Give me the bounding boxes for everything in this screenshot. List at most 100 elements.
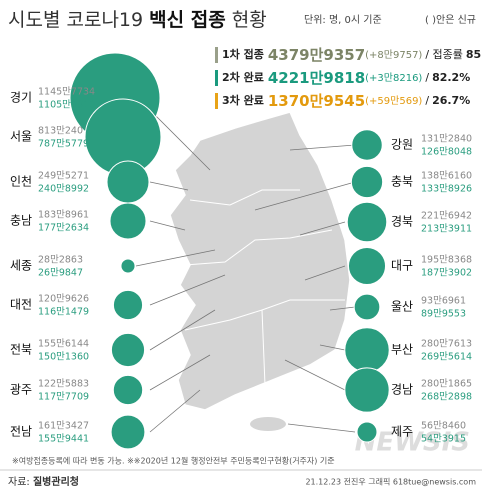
bubble [344, 327, 390, 373]
region-name: 인천 [10, 174, 32, 189]
summary-row: 2차 완료 4221만9818(+3만8216)/82.2% [222, 69, 470, 87]
region-name: 충북 [391, 175, 413, 189]
map [169, 111, 351, 431]
second-dose: 1105만5810 [38, 100, 95, 111]
second-dose: 177만2634 [38, 223, 89, 234]
footnote: ※여방접종등록에 따라 변동 가능. ※※2020년 12월 행정안전부 주민등… [12, 456, 335, 466]
bubble [344, 367, 390, 413]
leader [149, 109, 211, 171]
region-name: 제주 [391, 425, 413, 439]
region-name: 부산 [391, 343, 413, 357]
note: ( )안은 신규 [425, 14, 476, 26]
first-dose: 195만8368 [421, 255, 472, 266]
row-new: (+3만8216) [365, 72, 422, 84]
border [189, 189, 300, 206]
region-name: 경남 [391, 383, 413, 397]
bubble [109, 202, 147, 240]
leader [149, 220, 186, 231]
region-name: 대전 [10, 298, 32, 312]
region-name: 서울 [10, 130, 32, 144]
bubble [110, 414, 146, 450]
second-dose: 150만1360 [38, 352, 89, 363]
row-bar [215, 93, 218, 109]
first-dose: 161만3427 [38, 421, 89, 432]
row-label: 3차 완료 [222, 93, 264, 107]
row-bar [215, 47, 218, 63]
first-dose: 221만6942 [421, 211, 472, 222]
second-dose: 126만8048 [421, 147, 472, 158]
region-name: 전북 [10, 343, 32, 357]
row-new: (+8만9757) [365, 49, 422, 61]
bubble [120, 258, 136, 274]
first-dose: 280만7613 [421, 339, 472, 350]
region-name: 세종 [10, 259, 32, 273]
source-label: 자료: [8, 476, 30, 488]
title-bold: 백신 접종 [149, 9, 226, 31]
second-dose: 89만9553 [421, 309, 466, 320]
row-total: 1370만9545 [268, 92, 365, 110]
bubble [356, 421, 378, 443]
row-sep: / [425, 94, 429, 107]
source-name: 질병관리청 [33, 475, 79, 488]
first-dose: 131만2840 [421, 134, 472, 145]
second-dose: 26만9847 [38, 268, 83, 279]
bubble [353, 293, 381, 321]
first-dose: 155만6144 [38, 339, 89, 350]
row-rate: 26.7% [432, 94, 470, 107]
leader [299, 221, 346, 236]
row-rate: 85.3% [466, 48, 482, 61]
region-name: 대구 [391, 259, 413, 273]
first-dose: 56만8460 [421, 421, 466, 432]
second-dose: 240만8992 [38, 184, 89, 195]
leader-lines [135, 109, 356, 433]
summary-row: 3차 완료 1370만9545(+59만569)/26.7% [222, 92, 470, 110]
leader [149, 389, 201, 433]
bubble [347, 246, 387, 286]
leader [149, 181, 189, 191]
region-name: 울산 [391, 300, 413, 314]
region-name: 강원 [391, 138, 413, 152]
region-name: 전남 [10, 425, 32, 439]
first-dose: 138만6160 [421, 171, 472, 182]
first-dose: 1145만7734 [38, 87, 95, 98]
leader [329, 306, 356, 311]
row-label: 1차 접종 [222, 47, 264, 61]
second-dose: 155만9441 [38, 434, 89, 445]
region-name: 광주 [10, 383, 32, 397]
first-dose: 120만9626 [38, 294, 89, 305]
bubble [110, 332, 146, 368]
unit: 단위: 명, 0시 기준 [304, 13, 382, 26]
row-sep: / [425, 71, 429, 84]
title-post: 현황 [232, 9, 267, 31]
bubble [350, 165, 384, 199]
leader [289, 144, 356, 151]
leader [135, 249, 216, 267]
row-total: 4379만9357 [268, 46, 365, 64]
border [261, 309, 266, 386]
bubble [112, 289, 144, 321]
row-rate: 82.2% [432, 71, 470, 84]
leader [287, 423, 356, 433]
source: 자료: 질병관리청 [8, 475, 79, 488]
bubble [112, 374, 144, 406]
credit: 21.12.23 전진우 그래픽 618tue@newsis.com [305, 477, 476, 487]
region-name: 충남 [10, 214, 32, 228]
second-dose: 133만8926 [421, 184, 472, 195]
second-dose: 116만1479 [38, 307, 89, 318]
bubble [346, 201, 388, 243]
leader [254, 181, 356, 211]
leader [284, 359, 346, 391]
border [184, 229, 333, 266]
row-sep: / 접종률 [425, 48, 463, 61]
row-total: 4221만9818 [268, 69, 365, 87]
second-dose: 117만7709 [38, 392, 89, 403]
bubble [106, 160, 150, 204]
first-dose: 813만240 [38, 126, 83, 137]
bubble [351, 129, 383, 161]
first-dose: 280만1865 [421, 379, 472, 390]
leader [149, 354, 211, 391]
second-dose: 213만3911 [421, 224, 472, 235]
first-dose: 183만8961 [38, 210, 89, 221]
second-dose: 187만3902 [421, 268, 472, 279]
leader [149, 274, 226, 306]
